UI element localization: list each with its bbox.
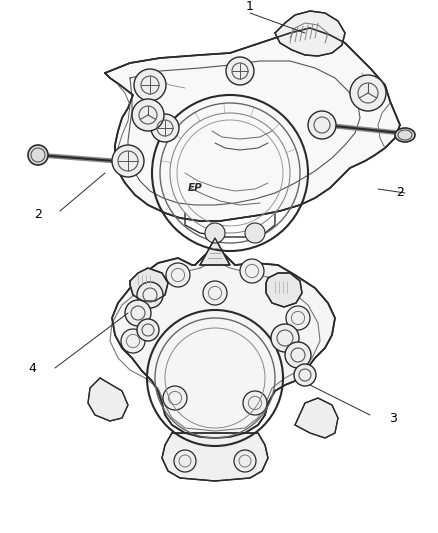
Circle shape [112,145,144,177]
Text: 4: 4 [28,361,36,375]
Polygon shape [200,238,230,265]
Circle shape [286,306,310,330]
Circle shape [28,145,48,165]
Circle shape [137,319,159,341]
Text: 2: 2 [34,208,42,222]
Circle shape [166,263,190,287]
Text: 1: 1 [246,1,254,13]
Circle shape [350,75,386,111]
Circle shape [226,57,254,85]
Circle shape [163,386,187,410]
Polygon shape [162,433,268,481]
Circle shape [137,282,163,308]
Polygon shape [130,268,168,301]
Circle shape [125,300,151,326]
Circle shape [174,450,196,472]
Polygon shape [88,378,128,421]
Text: EP: EP [187,183,202,193]
Ellipse shape [395,128,415,142]
Text: 3: 3 [389,411,397,424]
Polygon shape [295,398,338,438]
Circle shape [234,450,256,472]
Circle shape [240,259,264,283]
Polygon shape [112,248,335,438]
Polygon shape [266,273,302,307]
Circle shape [294,364,316,386]
Circle shape [203,281,227,305]
Circle shape [121,329,145,353]
Circle shape [151,114,179,142]
Circle shape [245,223,265,243]
Circle shape [205,223,225,243]
Circle shape [308,111,336,139]
Circle shape [243,391,267,415]
Text: 2: 2 [396,187,404,199]
Circle shape [134,69,166,101]
Circle shape [285,342,311,368]
Polygon shape [105,28,400,221]
Circle shape [271,324,299,352]
Circle shape [132,99,164,131]
Polygon shape [275,11,345,56]
